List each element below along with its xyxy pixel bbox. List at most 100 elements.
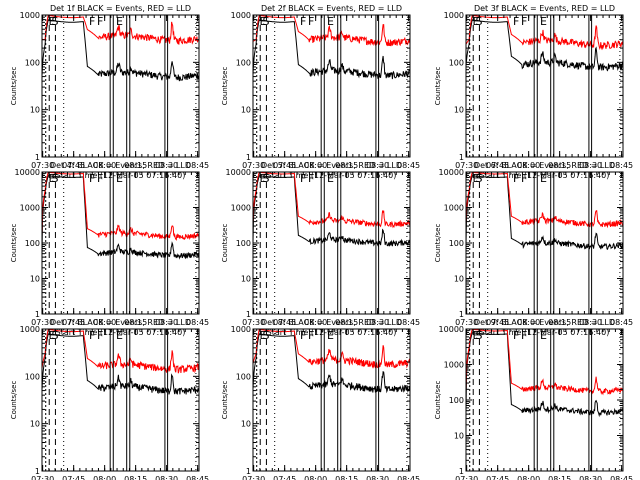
y-tick-label: 1 [35, 310, 40, 319]
y-tick-label: 10 [241, 106, 251, 115]
y-tick-label: 1 [35, 467, 40, 476]
x-tick-label: 08:15 [124, 161, 147, 170]
events-series-line [42, 19, 199, 82]
y-tick-label: 1000 [231, 204, 251, 213]
x-tick-label: 07:30 [455, 161, 478, 170]
x-tick-label: 08:30 [579, 161, 602, 170]
x-tick-label: 07:30 [455, 475, 478, 480]
x-axis-label: Start Time (12-Mar-05 07:16:40) [480, 328, 610, 337]
x-tick-label: 08:00 [304, 318, 327, 327]
plot-frame [465, 14, 624, 158]
y-tick-label: 1 [459, 310, 464, 319]
marker-label: E [540, 172, 547, 185]
events-series-line [253, 175, 410, 248]
y-tick-label: 10 [454, 275, 464, 284]
marker-label: F [89, 329, 95, 342]
events-series-line [466, 175, 623, 251]
panel-title: Det 5f BLACK = Events, RED = LLD [261, 161, 402, 170]
x-tick-label: 08:00 [304, 161, 327, 170]
lld-series-line [253, 15, 410, 47]
marker-label: E [260, 172, 267, 185]
panel-title: Det 9f BLACK = Events, RED = LLD [474, 318, 615, 327]
lld-series-line [42, 15, 199, 45]
y-tick-label: 10 [241, 420, 251, 429]
lld-series-line [42, 329, 199, 374]
x-tick-label: 07:45 [273, 161, 296, 170]
x-tick-label: 07:30 [455, 318, 478, 327]
x-tick-label: 07:45 [62, 161, 85, 170]
x-tick-label: 08:45 [397, 475, 420, 480]
marker-label: E [327, 172, 334, 185]
marker-label: E [327, 329, 334, 342]
x-tick-label: 08:15 [548, 475, 571, 480]
y-tick-label: 10 [30, 420, 40, 429]
events-series-line [253, 19, 410, 80]
marker-label: E [540, 15, 547, 28]
y-tick-label: 1 [459, 467, 464, 476]
y-axis-label: Counts/sec [10, 381, 18, 420]
events-series-line [253, 333, 410, 394]
x-tick-label: 08:15 [548, 161, 571, 170]
marker-label: F [521, 172, 527, 185]
x-tick-label: 07:30 [242, 318, 265, 327]
y-tick-label: 100 [449, 396, 464, 405]
marker-label: E [473, 15, 480, 28]
marker-label: F [97, 172, 103, 185]
marker-label: F [308, 15, 314, 28]
y-axis-label: Counts/sec [434, 381, 442, 420]
x-tick-label: 07:30 [31, 475, 54, 480]
marker-label: F [521, 329, 527, 342]
x-tick-label: 07:30 [31, 318, 54, 327]
x-axis-label: Start Time (12-Mar-05 07:16:40) [56, 171, 186, 180]
marker-label: E [116, 329, 123, 342]
marker-label: F [97, 15, 103, 28]
plot-frame [252, 14, 411, 158]
x-tick-label: 08:00 [93, 161, 116, 170]
y-tick-label: 100 [449, 58, 464, 67]
x-axis-label: Start Time (12-Mar-05 07:16:40) [56, 328, 186, 337]
panel-title: Det 2f BLACK = Events, RED = LLD [261, 4, 402, 13]
panel-title: Det 8f BLACK = Events, RED = LLD [261, 318, 402, 327]
y-tick-label: 10000 [439, 168, 464, 177]
y-tick-label: 10000 [15, 168, 40, 177]
y-tick-label: 100 [236, 58, 251, 67]
marker-label: S [476, 329, 483, 342]
x-tick-label: 08:30 [579, 318, 602, 327]
lld-series-line [466, 329, 623, 396]
y-tick-label: 10 [30, 106, 40, 115]
lld-series-line [253, 172, 410, 229]
marker-label: F [300, 172, 306, 185]
panel-title: Det 6f BLACK = Events, RED = LLD [474, 161, 615, 170]
plot-frame [252, 328, 411, 472]
y-tick-label: 1000 [20, 204, 40, 213]
y-tick-label: 10 [454, 432, 464, 441]
x-tick-label: 07:45 [273, 475, 296, 480]
x-axis-label: Start Time (12-Mar-05 07:16:40) [267, 328, 397, 337]
y-tick-label: 1 [246, 153, 251, 162]
x-tick-label: 08:30 [366, 475, 389, 480]
marker-label: E [473, 172, 480, 185]
marker-label: F [308, 329, 314, 342]
y-tick-label: 10 [454, 106, 464, 115]
x-tick-label: 08:15 [335, 475, 358, 480]
marker-label: E [49, 172, 56, 185]
marker-label: F [89, 15, 95, 28]
marker-label: S [263, 329, 270, 342]
y-tick-label: 10000 [226, 168, 251, 177]
y-tick-label: 100 [25, 239, 40, 248]
plot-frame [41, 14, 200, 158]
marker-label: F [513, 329, 519, 342]
marker-label: E [49, 15, 56, 28]
events-series-line [42, 333, 199, 395]
x-tick-label: 08:15 [124, 475, 147, 480]
x-tick-label: 08:30 [366, 161, 389, 170]
x-tick-label: 08:45 [186, 318, 209, 327]
y-axis-label: Counts/sec [434, 67, 442, 106]
x-tick-label: 08:45 [610, 318, 633, 327]
marker-label: F [513, 172, 519, 185]
marker-label: F [97, 329, 103, 342]
